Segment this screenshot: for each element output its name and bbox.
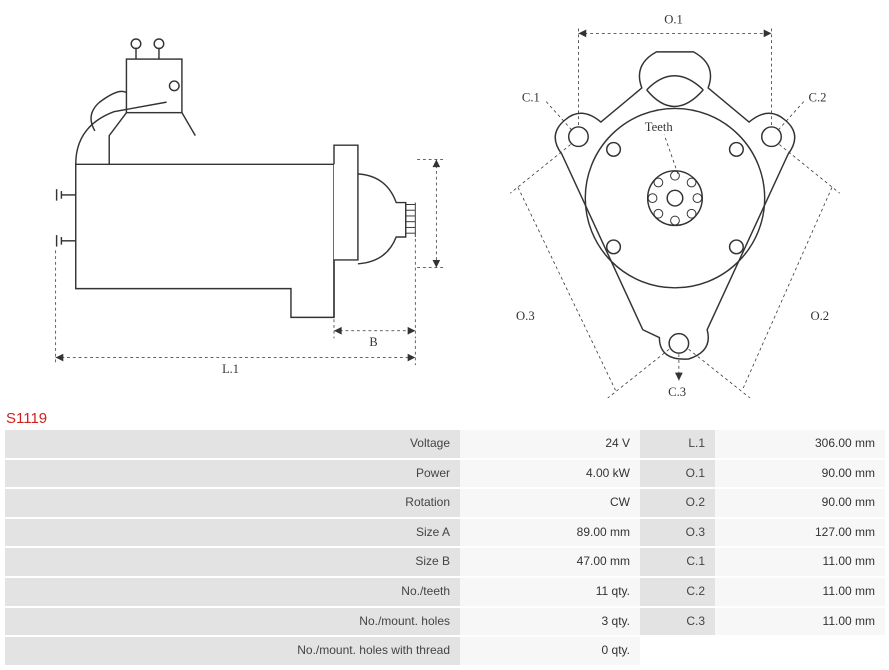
spec-value: 306.00 mm — [715, 430, 885, 458]
spec-label: O.3 — [640, 517, 715, 547]
spec-value: 89.00 mm — [460, 517, 640, 547]
spec-label: Size B — [5, 546, 460, 576]
dim-label-l1: L.1 — [222, 362, 239, 376]
spec-value: 24 V — [460, 430, 640, 458]
dim-label-b: B — [369, 335, 377, 349]
dim-label-o1: O.1 — [664, 13, 683, 27]
spec-value: 127.00 mm — [715, 517, 885, 547]
spec-label: Size A — [5, 517, 460, 547]
spec-value: 90.00 mm — [715, 487, 885, 517]
spec-value: 11.00 mm — [715, 546, 885, 576]
spec-table: Voltage24 VL.1306.00 mm Power4.00 kWO.190… — [4, 429, 884, 666]
spec-label: C.1 — [640, 546, 715, 576]
spec-label: No./teeth — [5, 576, 460, 606]
spec-label: Voltage — [5, 430, 460, 458]
spec-value: 11.00 mm — [715, 576, 885, 606]
part-number: S1119 — [4, 406, 885, 429]
front-view-diagram: O.1 O.2 O.3 C.1 C.2 C.3 Teeth — [464, 8, 885, 398]
dim-label-c2: C.2 — [809, 91, 827, 105]
spec-label: C.3 — [640, 606, 715, 636]
dim-label-teeth: Teeth — [645, 120, 674, 134]
spec-value: 4.00 kW — [460, 458, 640, 488]
spec-value: CW — [460, 487, 640, 517]
spec-value: 11.00 mm — [715, 606, 885, 636]
spec-label: Power — [5, 458, 460, 488]
spec-value: 90.00 mm — [715, 458, 885, 488]
spec-label: Rotation — [5, 487, 460, 517]
spec-label: L.1 — [640, 430, 715, 458]
dim-label-c3: C.3 — [668, 385, 686, 398]
dim-label-o3: O.3 — [516, 309, 535, 323]
dim-label-o2: O.2 — [811, 309, 830, 323]
spec-value: 47.00 mm — [460, 546, 640, 576]
dim-label-c1: C.1 — [522, 91, 540, 105]
diagram-area: A B L.1 — [4, 4, 885, 406]
spec-value: 11 qty. — [460, 576, 640, 606]
spec-label: O.2 — [640, 487, 715, 517]
spec-label: No./mount. holes — [5, 606, 460, 636]
side-view-diagram: A B L.1 — [4, 8, 444, 398]
spec-label: C.2 — [640, 576, 715, 606]
spec-label: O.1 — [640, 458, 715, 488]
spec-value: 3 qty. — [460, 606, 640, 636]
